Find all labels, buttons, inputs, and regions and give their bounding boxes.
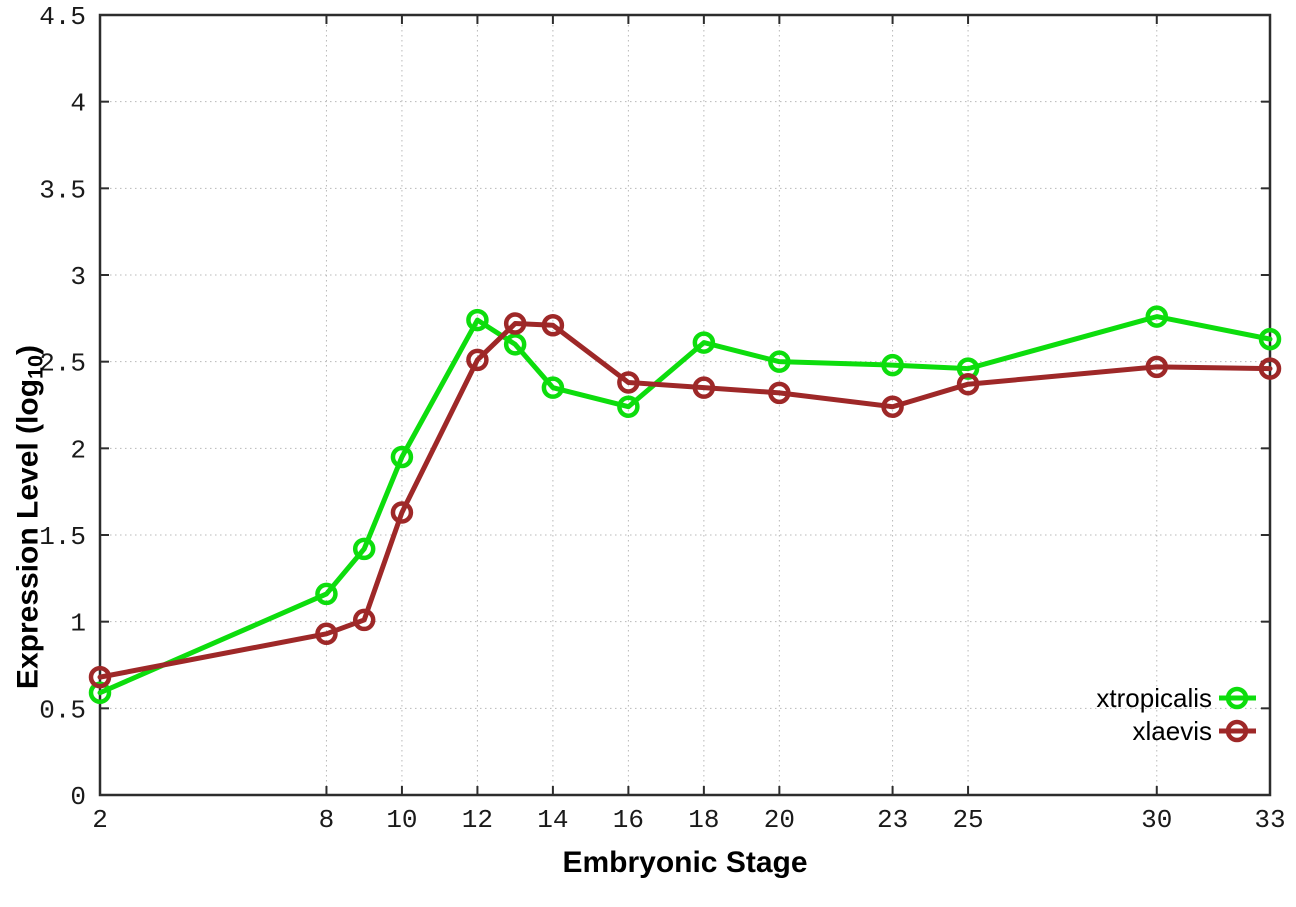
y-tick-label: 1 <box>70 609 86 639</box>
y-tick-label: 3 <box>70 262 86 292</box>
data-point-xtropicalis-33 <box>1258 327 1282 351</box>
data-point-xlaevis-12 <box>466 348 489 372</box>
y-tick-label: 2.5 <box>39 349 86 379</box>
data-point-xlaevis-14 <box>541 314 565 337</box>
data-point-xtropicalis-13 <box>503 333 527 356</box>
data-point-xlaevis-20 <box>768 381 791 405</box>
data-point-xlaevis-18 <box>692 376 716 399</box>
data-point-xlaevis-25 <box>956 372 980 396</box>
x-tick-label: 33 <box>1254 805 1285 835</box>
x-tick-label: 8 <box>319 805 335 835</box>
y-axis-title-text: Expression Level (log <box>11 378 45 690</box>
data-point-xlaevis-23 <box>881 395 904 418</box>
data-point-xlaevis-9 <box>352 608 376 632</box>
data-point-xlaevis-30 <box>1145 355 1169 379</box>
x-tick-label: 23 <box>877 805 908 835</box>
series-line-xlaevis <box>97 321 1273 680</box>
data-point-xtropicalis-14 <box>541 376 565 399</box>
y-tick-label: 2 <box>70 435 86 465</box>
legend-label-xtropicalis: xtropicalis <box>1096 683 1212 713</box>
data-point-xtropicalis-8 <box>315 582 338 606</box>
y-axis-title-close: ) <box>11 344 45 355</box>
data-point-xlaevis-2 <box>88 665 112 689</box>
x-tick-label: 10 <box>386 805 417 835</box>
y-tick-label: 1.5 <box>39 522 86 552</box>
x-axis-title: Embryonic Stage <box>562 846 808 879</box>
data-point-xtropicalis-25 <box>956 357 980 380</box>
data-point-xtropicalis-16 <box>617 395 640 418</box>
y-tick-label: 0 <box>70 782 86 812</box>
y-tick-label: 3.5 <box>39 175 86 205</box>
legend-marker-xtropicalis <box>1225 686 1249 710</box>
data-point-xlaevis-33 <box>1258 357 1282 380</box>
data-point-xtropicalis-20 <box>768 350 791 373</box>
y-axis-title: Expression Level (log10) <box>11 345 48 689</box>
data-point-xtropicalis-30 <box>1145 305 1169 328</box>
x-tick-label: 12 <box>462 805 493 835</box>
legend-label-xlaevis: xlaevis <box>1133 716 1212 746</box>
y-tick-label: 4 <box>70 89 86 119</box>
x-tick-label: 25 <box>952 805 983 835</box>
data-point-xtropicalis-2 <box>88 681 112 704</box>
series-line-xtropicalis <box>97 314 1273 696</box>
y-tick-label: 0.5 <box>39 695 86 725</box>
x-tick-label: 14 <box>537 805 568 835</box>
data-point-xlaevis-8 <box>315 622 338 646</box>
data-point-xlaevis-16 <box>617 371 640 394</box>
y-axis-title-subscript: 10 <box>22 354 48 379</box>
x-tick-label: 18 <box>688 805 719 835</box>
x-tick-label: 20 <box>764 805 795 835</box>
data-point-xlaevis-13 <box>503 312 527 335</box>
legend-marker-xlaevis <box>1225 719 1249 743</box>
x-tick-label: 30 <box>1141 805 1172 835</box>
data-point-xtropicalis-12 <box>466 308 489 332</box>
y-tick-label: 4.5 <box>39 2 86 32</box>
plot-border <box>98 13 1272 797</box>
data-point-xtropicalis-23 <box>881 353 904 377</box>
data-point-xlaevis-10 <box>390 501 414 524</box>
x-tick-label: 16 <box>613 805 644 835</box>
x-tick-label: 2 <box>92 805 108 835</box>
data-point-xtropicalis-18 <box>692 331 716 354</box>
data-point-xtropicalis-10 <box>390 445 414 469</box>
data-point-xtropicalis-9 <box>352 537 376 561</box>
